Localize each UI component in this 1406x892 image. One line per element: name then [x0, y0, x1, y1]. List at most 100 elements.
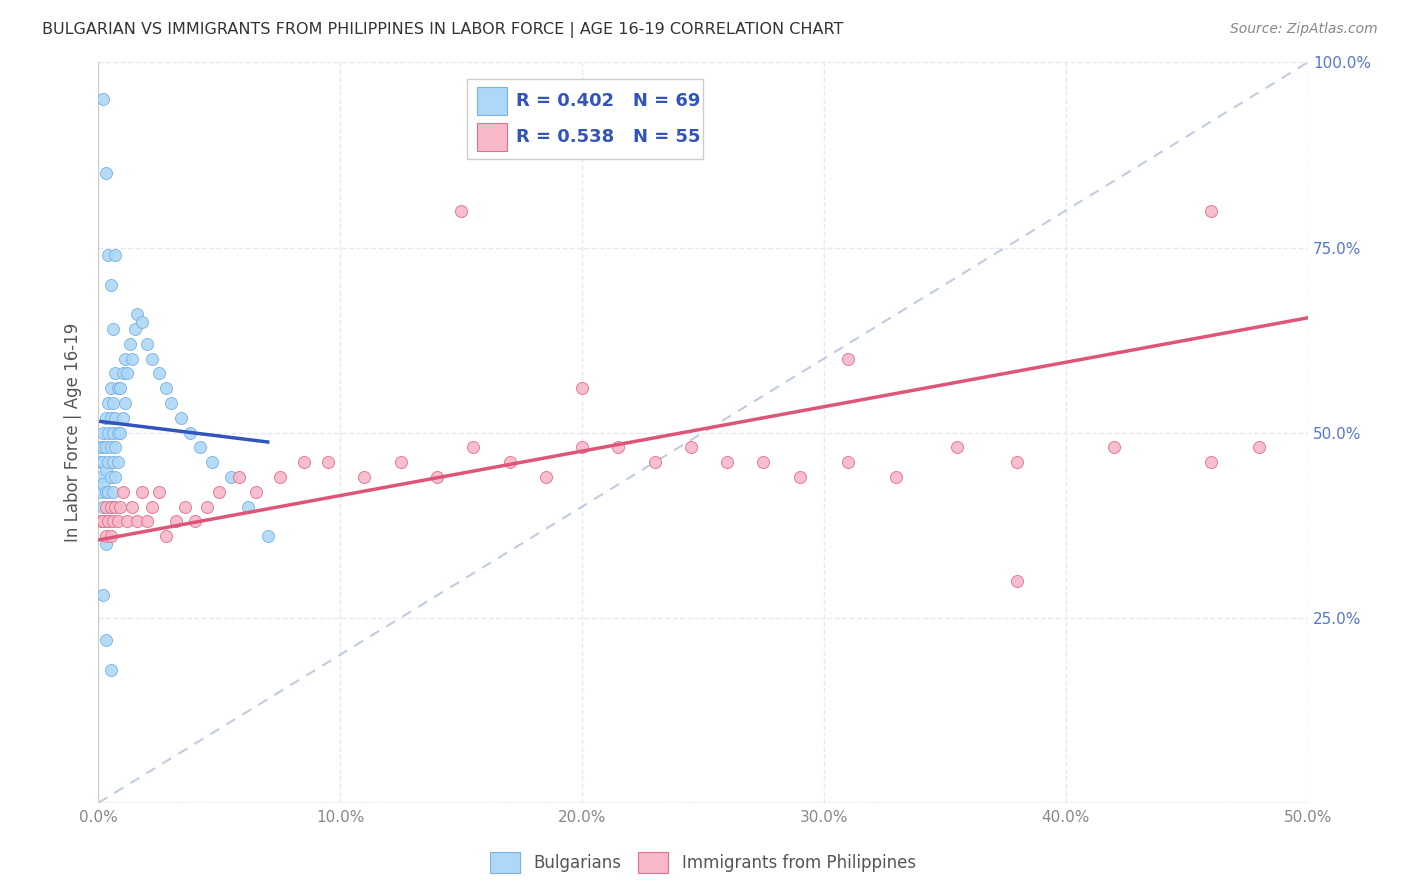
Point — [292, 455, 315, 469]
Point — [135, 336, 157, 351]
Point — [353, 470, 375, 484]
Point — [155, 529, 177, 543]
Point — [117, 367, 139, 381]
Point — [91, 92, 114, 106]
Point — [571, 441, 593, 455]
Point — [107, 455, 129, 469]
Point — [644, 455, 666, 469]
Point — [94, 484, 117, 499]
Point — [201, 455, 224, 469]
Point — [450, 203, 472, 218]
Point — [131, 314, 153, 328]
Point — [97, 515, 120, 529]
Point — [127, 515, 149, 529]
Point — [141, 351, 163, 366]
Point — [101, 484, 124, 499]
Point — [1199, 203, 1222, 218]
Point — [389, 455, 412, 469]
Point — [90, 470, 112, 484]
Point — [91, 515, 114, 529]
Point — [94, 441, 117, 455]
Point — [127, 307, 149, 321]
Point — [100, 410, 122, 425]
Point — [169, 410, 191, 425]
Point — [107, 515, 129, 529]
Point — [94, 515, 117, 529]
Point — [228, 470, 250, 484]
Point — [97, 248, 120, 262]
Point — [135, 515, 157, 529]
Point — [94, 166, 117, 180]
Point — [114, 351, 136, 366]
Point — [94, 462, 117, 476]
Point — [148, 484, 170, 499]
Point — [107, 381, 129, 395]
Point — [104, 248, 127, 262]
Point — [94, 536, 117, 550]
Point — [108, 425, 131, 440]
Point — [1007, 455, 1029, 469]
Point — [121, 351, 143, 366]
Point — [111, 484, 134, 499]
Point — [101, 322, 124, 336]
Legend: Bulgarians, Immigrants from Philippines: Bulgarians, Immigrants from Philippines — [484, 846, 922, 880]
Point — [679, 441, 702, 455]
Point — [498, 455, 520, 469]
Point — [94, 632, 117, 647]
Point — [148, 367, 170, 381]
Point — [97, 455, 120, 469]
Point — [195, 500, 218, 514]
Y-axis label: In Labor Force | Age 16-19: In Labor Force | Age 16-19 — [63, 323, 82, 542]
Point — [90, 515, 112, 529]
Point — [165, 515, 187, 529]
Point — [100, 529, 122, 543]
Point — [108, 381, 131, 395]
Point — [118, 336, 141, 351]
Point — [108, 500, 131, 514]
Point — [91, 477, 114, 491]
Point — [104, 441, 127, 455]
Point — [534, 470, 557, 484]
Point — [90, 455, 112, 469]
Point — [101, 455, 124, 469]
Point — [886, 470, 908, 484]
Point — [104, 367, 127, 381]
Point — [837, 455, 859, 469]
Point — [117, 515, 139, 529]
Point — [208, 484, 231, 499]
Point — [91, 589, 114, 603]
Point — [184, 515, 207, 529]
Point — [101, 396, 124, 410]
Point — [245, 484, 267, 499]
Text: R = 0.538   N = 55: R = 0.538 N = 55 — [516, 128, 700, 146]
Point — [571, 381, 593, 395]
Point — [837, 351, 859, 366]
Point — [100, 500, 122, 514]
Point — [100, 381, 122, 395]
Point — [1102, 441, 1125, 455]
Point — [90, 484, 112, 499]
Point — [141, 500, 163, 514]
Point — [100, 441, 122, 455]
Point — [100, 663, 122, 677]
Point — [155, 381, 177, 395]
FancyBboxPatch shape — [467, 78, 703, 159]
Point — [256, 529, 278, 543]
Point — [1249, 441, 1271, 455]
Point — [97, 425, 120, 440]
Point — [607, 441, 630, 455]
Point — [104, 500, 127, 514]
Point — [121, 500, 143, 514]
Point — [789, 470, 811, 484]
Point — [100, 277, 122, 292]
Point — [716, 455, 738, 469]
Point — [1007, 574, 1029, 588]
Point — [101, 425, 124, 440]
Point — [94, 529, 117, 543]
Point — [100, 500, 122, 514]
Point — [91, 441, 114, 455]
Point — [94, 410, 117, 425]
Point — [111, 410, 134, 425]
Text: BULGARIAN VS IMMIGRANTS FROM PHILIPPINES IN LABOR FORCE | AGE 16-19 CORRELATION : BULGARIAN VS IMMIGRANTS FROM PHILIPPINES… — [42, 22, 844, 38]
Point — [946, 441, 969, 455]
